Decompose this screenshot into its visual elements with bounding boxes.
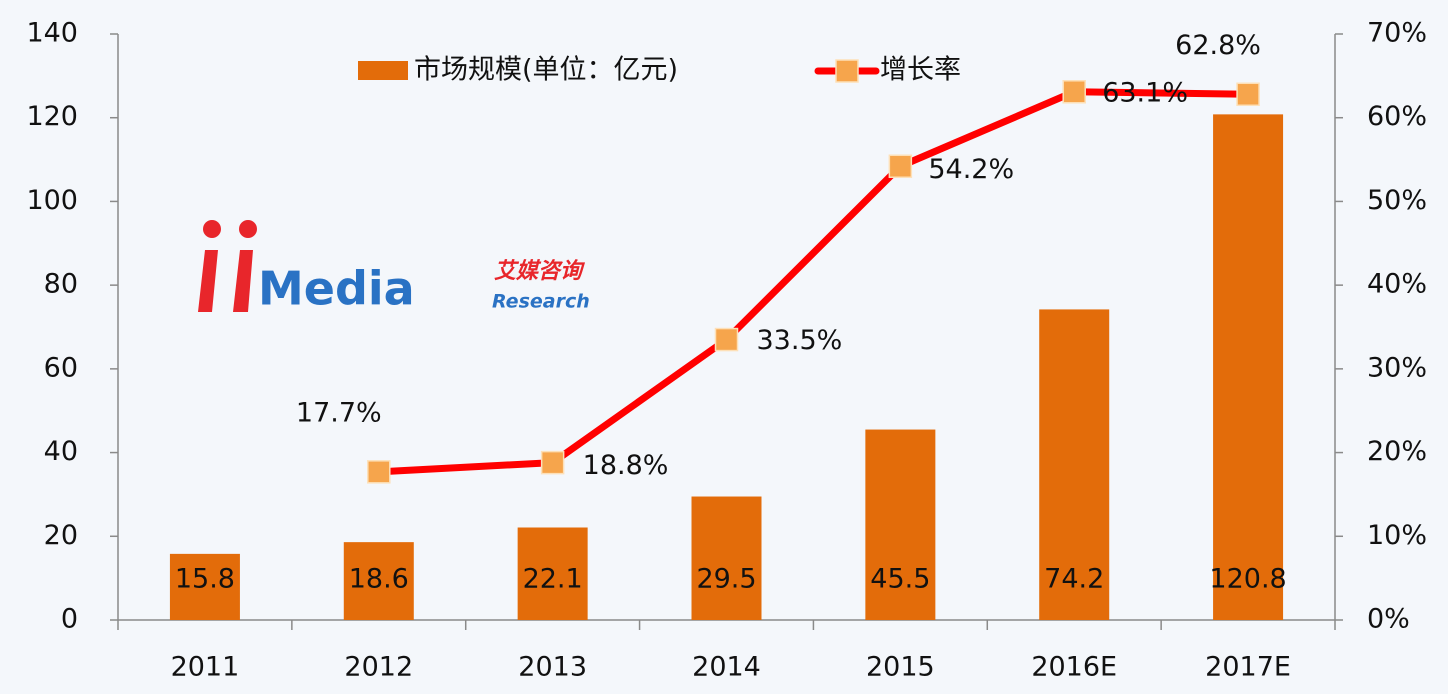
y2-tick-label: 0%: [1367, 604, 1410, 635]
y2-tick-label: 60%: [1367, 101, 1427, 132]
line-value-label: 33.5%: [757, 325, 843, 356]
y-tick-label: 140: [26, 18, 78, 49]
logo-figure: [198, 250, 253, 312]
y-tick-label: 120: [26, 101, 78, 132]
bar-value-label: 45.5: [870, 564, 930, 595]
bar: [691, 496, 762, 620]
y-tick-label: 20: [44, 520, 78, 551]
y2-tick-label: 30%: [1367, 352, 1427, 383]
bar-value-label: 120.8: [1209, 564, 1286, 595]
line-marker: [714, 327, 739, 352]
y-tick-label: 0: [61, 604, 78, 635]
logo-en: Research: [492, 291, 590, 313]
x-tick-label: 2015: [866, 652, 935, 683]
x-tick-label: 2017E: [1205, 652, 1291, 683]
y2-tick-label: 50%: [1367, 185, 1427, 216]
y2-tick-label: 40%: [1367, 269, 1427, 300]
bar: [517, 527, 588, 620]
x-tick-label: 2016E: [1031, 652, 1117, 683]
logo-dot: [203, 220, 221, 238]
bar-value-label: 18.6: [349, 564, 409, 595]
line-marker: [540, 450, 565, 475]
y2-tick-label: 20%: [1367, 436, 1427, 467]
bar-value-label: 22.1: [523, 564, 583, 595]
bar: [865, 429, 936, 620]
legend-label: 市场规模(单位：亿元): [414, 55, 678, 86]
bar: [1039, 309, 1110, 620]
bar: [169, 553, 240, 620]
logo-dot: [239, 220, 257, 238]
y-tick-label: 80: [44, 269, 78, 300]
bar: [1213, 114, 1284, 620]
bar: [343, 542, 414, 620]
line-marker: [367, 460, 391, 484]
x-tick-label: 2012: [344, 652, 413, 683]
line-marker: [1236, 82, 1260, 107]
line-value-label: 62.8%: [1175, 30, 1261, 61]
y-tick-label: 100: [26, 185, 78, 216]
x-tick-label: 2013: [518, 652, 587, 683]
line-value-label: 17.7%: [296, 397, 382, 428]
y2-tick-label: 10%: [1367, 520, 1427, 551]
legend-swatch: [358, 61, 408, 80]
x-tick-label: 2014: [692, 652, 761, 683]
line-value-label: 18.8%: [583, 450, 669, 481]
y-tick-label: 40: [44, 436, 78, 467]
legend-label: 增长率: [880, 55, 961, 86]
logo-cn: 艾媒咨询: [494, 259, 586, 284]
line: [378, 88, 1249, 476]
y2-tick-label: 70%: [1367, 18, 1427, 49]
y-tick-label: 60: [44, 352, 78, 383]
line-value-label: 54.2%: [928, 154, 1014, 185]
bar-value-label: 15.8: [175, 564, 235, 595]
bar-value-label: 29.5: [696, 564, 756, 595]
line-value-label: 63.1%: [1102, 77, 1188, 108]
line-marker: [888, 154, 913, 179]
line-marker: [1062, 80, 1086, 104]
logo-brand: Media: [258, 262, 415, 316]
x-tick-label: 2011: [171, 652, 240, 683]
bar-value-label: 74.2: [1044, 564, 1104, 595]
legend-marker: [835, 59, 859, 83]
logo: Media 艾媒咨询 Research: [198, 220, 590, 316]
